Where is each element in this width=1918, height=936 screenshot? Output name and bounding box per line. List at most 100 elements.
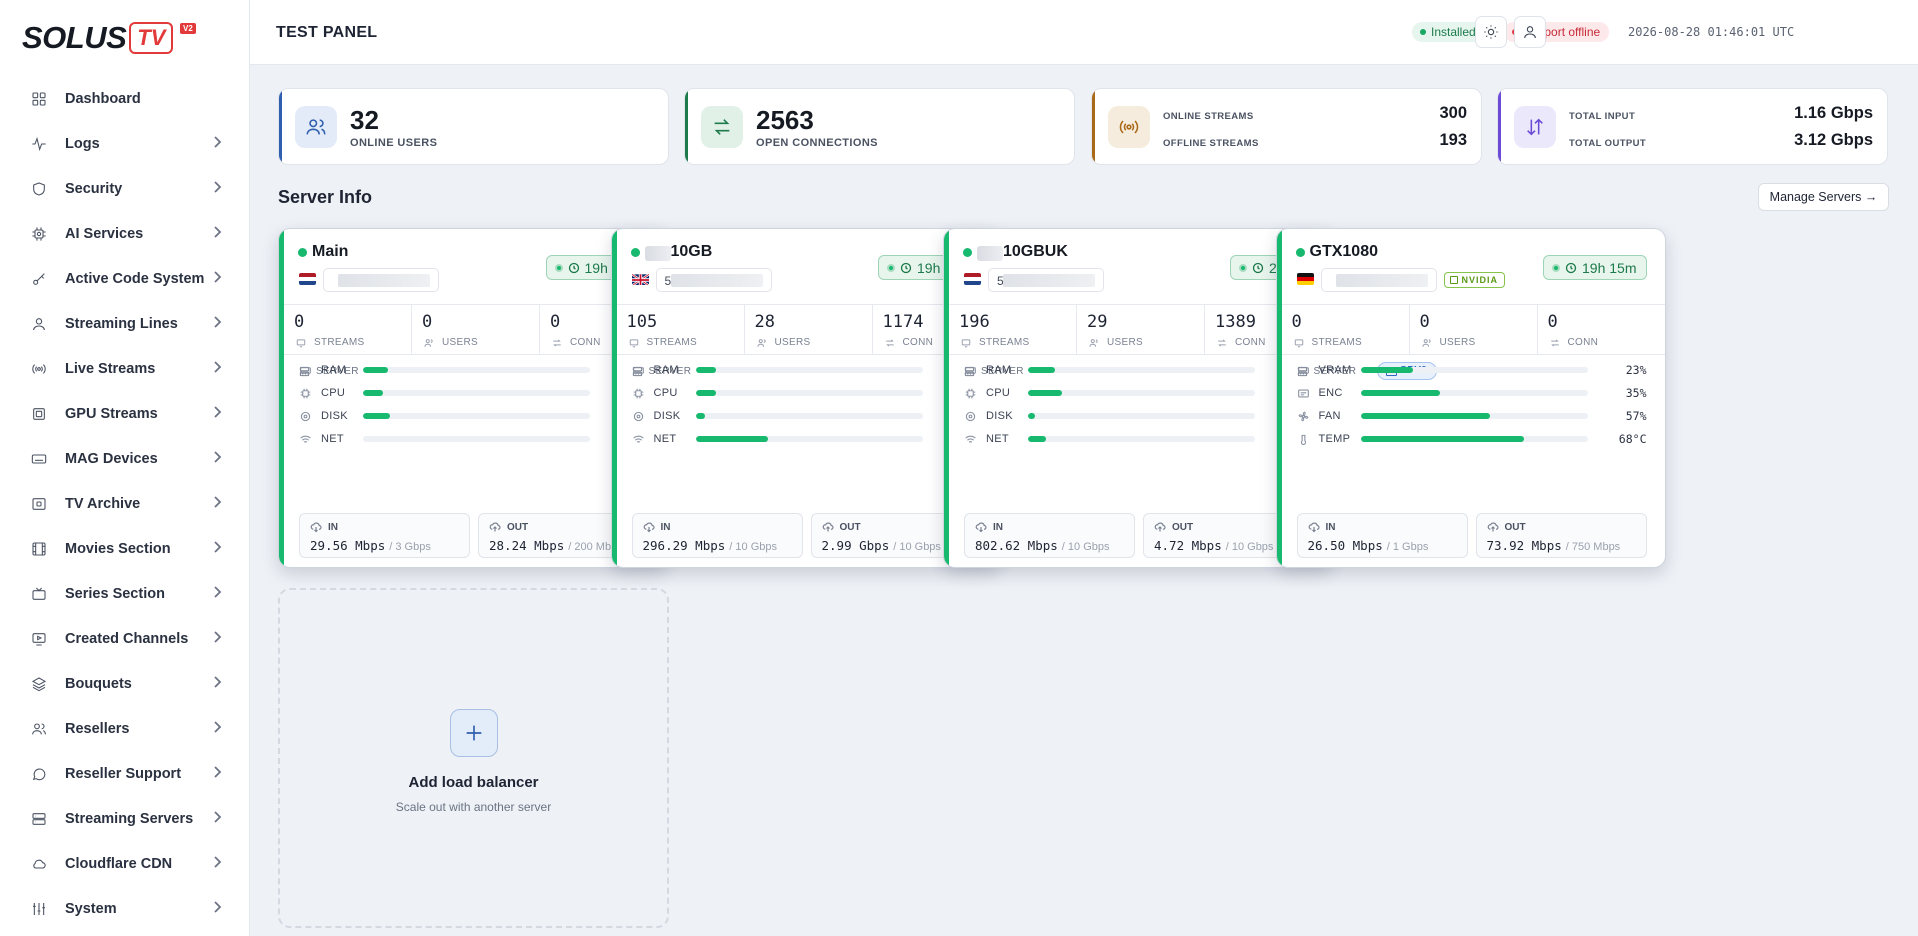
usage-label: TEMP [1318, 433, 1351, 445]
brand-logo[interactable]: SOLUS TV V2 [22, 20, 196, 56]
sidebar-item-security[interactable]: Security [0, 166, 249, 211]
metric-streams-icon [961, 338, 971, 347]
usage-fill [1028, 367, 1056, 373]
traffic-in-value: 802.62 Mbps [975, 538, 1058, 553]
broadcast-icon [1108, 106, 1150, 148]
sidebar-item-created-channels[interactable]: Created Channels [0, 616, 249, 661]
traffic-in-label: IN [993, 521, 1003, 533]
sidebar-item-tv-archive[interactable]: TV Archive [0, 481, 249, 526]
traffic-out-header: OUT [489, 521, 528, 533]
gpu-icon [30, 405, 48, 423]
chevron-right-icon [212, 360, 224, 376]
sidebar-item-movies-section[interactable]: Movies Section [0, 526, 249, 571]
usage-label: DISK [653, 410, 681, 422]
sidebar-item-live-streams[interactable]: Live Streams [0, 346, 249, 391]
sidebar-item-mag-devices[interactable]: MAG Devices [0, 436, 249, 481]
sidebar-item-series-section[interactable]: Series Section [0, 571, 249, 616]
sidebar-item-ai-services[interactable]: AI Services [0, 211, 249, 256]
sidebar-item-label: GPU Streams [65, 405, 158, 422]
offline-streams-label: OFFLINE STREAMS [1163, 138, 1259, 149]
status-dot [1420, 29, 1426, 35]
metric-conn-icon [885, 339, 894, 346]
metric-users-icon [756, 338, 766, 347]
sidebar-item-streaming-lines[interactable]: Streaming Lines [0, 301, 249, 346]
usage-label: CPU [321, 387, 346, 399]
section-label: SERVER [648, 366, 692, 377]
server-card[interactable]: GTX1080 NVIDIA 19h 15m 0 STREAMS 0 USERS 0 CONN S… [1275, 228, 1666, 568]
nvidia-badge: NVIDIA [1443, 272, 1506, 288]
traffic-out-row: 73.92 Mbps/ 750 Mbps [1487, 538, 1621, 553]
usage-value: 35% [1625, 386, 1647, 400]
metric-label: STREAMS [646, 337, 697, 348]
user-menu-button[interactable] [1514, 16, 1546, 48]
sidebar-item-logs[interactable]: Logs [0, 121, 249, 166]
metric-label-row: USERS [1421, 337, 1476, 348]
metric-conn-icon [553, 339, 561, 346]
usage-ram: RAM9% [632, 362, 982, 378]
usage-track [363, 436, 590, 442]
sidebar-item-resellers[interactable]: Resellers [0, 706, 249, 751]
usage-fill [1360, 367, 1413, 373]
sidebar-item-cloudflare-cdn[interactable]: Cloudflare CDN [0, 841, 249, 886]
usage-value: 68°C [1618, 432, 1647, 446]
sidebar-item-dashboard[interactable]: Dashboard [0, 76, 249, 121]
country-flag-icon [1296, 273, 1314, 285]
sidebar-item-label: Streaming Lines [65, 315, 178, 332]
online-users-value: 32 [350, 105, 379, 135]
usage-fill [1028, 436, 1047, 442]
key-icon [30, 270, 48, 288]
traffic-in-header: IN [643, 521, 671, 533]
metric-value: 29 [1087, 312, 1108, 332]
server-ip-field[interactable]: 5 [655, 268, 772, 292]
page-title: TEST PANEL [276, 24, 378, 41]
sidebar-item-streaming-servers[interactable]: Streaming Servers [0, 796, 249, 841]
add-load-balancer-card[interactable]: Add load balancer Scale out with another… [278, 588, 669, 928]
metric-streams-icon [629, 338, 638, 347]
sidebar-item-bouquets[interactable]: Bouquets [0, 661, 249, 706]
server-card[interactable]: 10GBUK52d 6h196STREAMS29USERS1389CONNSER… [943, 228, 1333, 568]
traffic-in-label: IN [328, 521, 338, 533]
traffic-out-box: OUT 73.92 Mbps/ 750 Mbps [1475, 513, 1647, 558]
server-ip-field[interactable]: 5 [988, 268, 1104, 292]
usage-track [1028, 390, 1255, 396]
fan-icon [1297, 410, 1310, 423]
online-status-dot [630, 248, 640, 257]
metric-label: USERS [1439, 337, 1476, 348]
metric-streams: 196 STREAMS [949, 305, 1077, 354]
usage-fill [363, 367, 388, 373]
server-ip: 5 [664, 274, 672, 288]
traffic-out-capacity: / 10 Gbps [1225, 541, 1274, 553]
usage-track [695, 390, 923, 396]
sidebar-item-label: Logs [65, 135, 100, 152]
sidebar-item-reseller-support[interactable]: Reseller Support [0, 751, 249, 796]
usage-track [363, 367, 590, 373]
manage-servers-button[interactable]: Manage Servers → [1758, 183, 1889, 211]
traffic-in-header: IN [1308, 521, 1336, 533]
chevron-right-icon [212, 765, 224, 781]
sidebar-item-active-code-system[interactable]: Active Code System [0, 256, 249, 301]
up-down-arrows-icon [1514, 106, 1556, 148]
disk-icon [299, 410, 312, 423]
add-load-balancer-button[interactable] [450, 709, 498, 757]
server-ip-field[interactable] [323, 268, 439, 292]
sidebar-item-system[interactable]: System [0, 886, 249, 931]
metric-conn: 1174 CONN [873, 305, 1000, 354]
usage-track [695, 436, 923, 442]
users-icon [30, 720, 48, 738]
usage-disk: DISK4% [632, 408, 982, 424]
theme-toggle-button[interactable] [1475, 16, 1507, 48]
cpu-icon [299, 387, 312, 400]
transfer-icon [701, 106, 743, 148]
sidebar-item-gpu-streams[interactable]: GPU Streams [0, 391, 249, 436]
traffic-out-row: 28.24 Mbps/ 200 Mbps [489, 538, 623, 553]
usage-fill [1028, 413, 1035, 419]
usage-label: DISK [986, 410, 1013, 422]
chevron-right-icon [212, 720, 224, 736]
usage-track [1360, 390, 1588, 396]
traffic-in-row: 26.50 Mbps/ 1 Gbps [1308, 538, 1429, 553]
usage-net: NET0% [299, 431, 649, 447]
chevron-right-icon [212, 585, 224, 601]
server-ip-field[interactable] [1320, 268, 1437, 292]
